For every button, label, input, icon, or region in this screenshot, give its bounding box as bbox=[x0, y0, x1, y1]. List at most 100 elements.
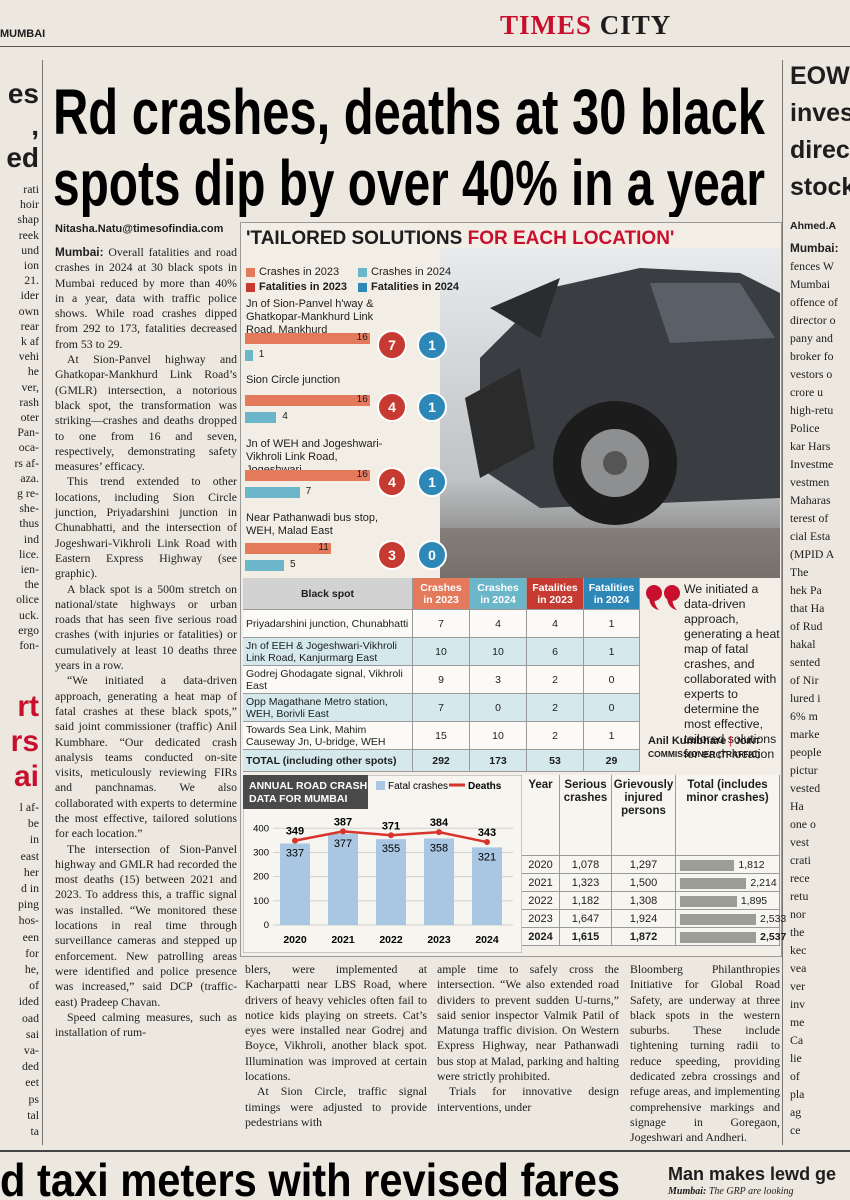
bar bbox=[280, 843, 310, 925]
fragment: va- bbox=[23, 1043, 39, 1057]
chart-title-line: DATA FOR MUMBAI bbox=[249, 793, 347, 805]
fragment: 21. bbox=[24, 273, 39, 288]
fragment: she- bbox=[19, 501, 39, 516]
chart-title: ANNUAL ROAD CRASH DATA FOR MUMBAI bbox=[249, 780, 367, 805]
fragment: d in bbox=[20, 881, 39, 895]
fragment: Mumbai bbox=[790, 277, 830, 291]
bar-label: 377 bbox=[334, 838, 352, 850]
fragment: vea bbox=[790, 961, 807, 975]
fragment: inv bbox=[790, 997, 806, 1011]
legend-swatch bbox=[376, 781, 385, 790]
footer-headline: d taxi meters with revised fares bbox=[0, 1154, 620, 1200]
fragment: ce bbox=[790, 1123, 801, 1137]
fragment: vestors o bbox=[790, 367, 833, 381]
fragment: Investme bbox=[790, 457, 834, 471]
fragment: ps bbox=[28, 1091, 40, 1106]
paragraph-text: This trend extended to other locations, … bbox=[55, 474, 237, 581]
pull-quote: We initiated a data-driven approach, gen… bbox=[684, 582, 780, 762]
fragment: pany and bbox=[790, 331, 833, 345]
fragment: tal bbox=[27, 1107, 39, 1122]
fragment: ien- bbox=[20, 562, 39, 576]
x-tick-label: 2023 bbox=[427, 934, 451, 946]
fragment: crati bbox=[790, 853, 811, 867]
fragment: oca- bbox=[18, 440, 39, 455]
point bbox=[436, 829, 442, 836]
fragment: l af- bbox=[19, 800, 39, 814]
footer-headline-text: d taxi meters with revised fares bbox=[0, 1154, 620, 1200]
x-tick-label: 2021 bbox=[331, 934, 355, 946]
fragment: ag bbox=[790, 1105, 802, 1119]
fragment: rash bbox=[19, 394, 39, 409]
paragraph: Mumbai: Overall fatalities and road cras… bbox=[55, 245, 237, 352]
fragment: rt bbox=[17, 690, 39, 723]
bar-label: 358 bbox=[430, 842, 448, 854]
paragraph-text: Trials for innovative design interventio… bbox=[437, 1084, 619, 1114]
paragraph: At Sion-Panvel highway and Ghatkopar-Man… bbox=[55, 352, 237, 474]
side-right: EOW inves direct stock Ahmed.A Mumbai: fences … bbox=[790, 0, 850, 1150]
paragraph-text: ample time to safely cross the intersect… bbox=[437, 962, 619, 1084]
fragment: hoir bbox=[19, 197, 39, 212]
fragment: marke bbox=[790, 727, 820, 741]
fragment: that Ha bbox=[790, 601, 825, 615]
masthead-times: TIMES bbox=[500, 10, 593, 40]
fragment: ider bbox=[20, 288, 39, 303]
fragment: of bbox=[790, 1069, 800, 1083]
fragment: terest of bbox=[790, 511, 829, 525]
masthead: TIMES CITY bbox=[500, 10, 671, 41]
bar-label: 321 bbox=[478, 851, 496, 863]
fragment: eet bbox=[25, 1075, 39, 1090]
fragment: oter bbox=[20, 410, 39, 424]
paragraph-text: At Sion Circle, traffic signal timings w… bbox=[245, 1084, 427, 1129]
bar-label: 337 bbox=[286, 847, 304, 859]
fragment: own bbox=[18, 303, 39, 318]
fragment: hek Pa bbox=[790, 583, 822, 597]
legend-label: Deaths bbox=[468, 781, 502, 792]
fragment: crore u bbox=[790, 385, 824, 399]
fragment: EOW bbox=[790, 62, 850, 90]
fragment: ind bbox=[23, 531, 39, 546]
fragment: thus bbox=[19, 516, 39, 531]
fragment: Pan- bbox=[17, 425, 39, 440]
y-tick-label: 100 bbox=[253, 896, 269, 907]
x-tick-label: 2022 bbox=[379, 934, 403, 946]
fragment: nor bbox=[790, 907, 806, 921]
paragraph-text: “We initiated a data-driven approach, ge… bbox=[55, 673, 237, 841]
fragment: me bbox=[790, 1015, 805, 1029]
bar bbox=[376, 839, 406, 925]
paragraph-text: The intersection of Sion-Panvel highway … bbox=[55, 841, 237, 1009]
quote-text: We initiated a data-driven approach, gen… bbox=[684, 582, 780, 761]
fragment: in bbox=[29, 832, 39, 847]
fragment: people bbox=[790, 745, 822, 759]
fragment: be bbox=[27, 816, 39, 831]
fragment: lie bbox=[790, 1051, 802, 1065]
fragment: reek bbox=[18, 227, 39, 242]
fragment: lice. bbox=[19, 546, 39, 561]
y-tick-label: 300 bbox=[253, 847, 269, 858]
paragraph: blers, were implemented at Kacharpatti n… bbox=[245, 962, 427, 1084]
fragment: Maharas bbox=[790, 493, 831, 507]
fragment: the bbox=[790, 925, 805, 939]
fragment: rati bbox=[23, 182, 39, 196]
y-tick-label: 0 bbox=[264, 920, 269, 931]
article-column: Bloomberg Philanthropies Initiative for … bbox=[630, 962, 780, 1146]
top-rule bbox=[0, 46, 850, 47]
fragment: Ahmed.A bbox=[790, 220, 837, 232]
paragraph: “We initiated a data-driven approach, ge… bbox=[55, 673, 237, 841]
paragraph: Trials for innovative design interventio… bbox=[437, 1084, 619, 1115]
fragment: pictur bbox=[790, 763, 818, 777]
fragment: director o bbox=[790, 313, 836, 327]
fragment: hakal bbox=[790, 637, 816, 651]
quote-mark bbox=[646, 585, 680, 610]
fragment: es bbox=[7, 78, 39, 109]
fragment: vehi bbox=[18, 349, 39, 364]
fragment: ed bbox=[6, 142, 39, 173]
fragment: olice bbox=[16, 592, 39, 607]
fragment: Mumbai: bbox=[790, 241, 839, 255]
article-column: blers, were implemented at Kacharpatti n… bbox=[245, 962, 427, 1130]
fragment: sented bbox=[790, 655, 821, 669]
fragment: fences W bbox=[790, 259, 834, 273]
fragment: een bbox=[22, 929, 39, 944]
fragment: ergo bbox=[18, 622, 39, 637]
headline: Rd crashes, deaths at 30 black spots dip… bbox=[53, 76, 765, 217]
fragment: of Rud bbox=[790, 619, 823, 633]
